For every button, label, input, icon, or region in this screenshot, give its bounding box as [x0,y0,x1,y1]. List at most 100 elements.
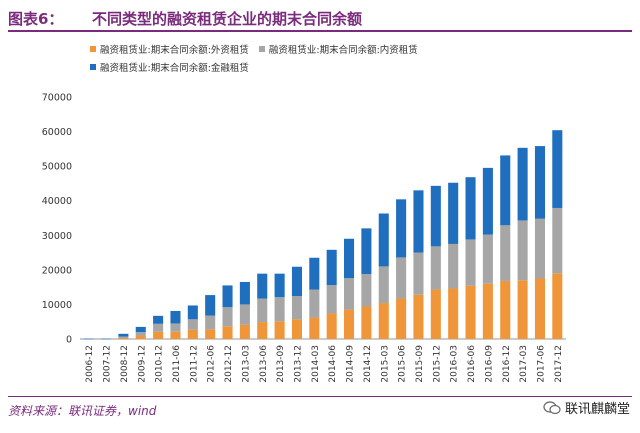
bar-segment-domestic [500,225,511,281]
bar-segment-domestic [187,319,198,330]
x-tick-label: 2015-09 [415,345,425,383]
chart-legend: 融资租赁业:期末合同余额:外资租赁 融资租赁业:期末合同余额:内资租赁 融资租赁… [90,40,428,76]
bar-segment-financial [326,249,337,286]
bar-segment-financial [500,155,511,226]
bar-segment-foreign [222,326,233,339]
bar-segment-domestic [205,315,216,330]
bar-segment-foreign [153,331,164,339]
bar-segment-foreign [413,294,424,339]
bar-segment-domestic [396,257,407,299]
x-tick-label: 2015-03 [380,345,390,383]
bar-segment-foreign [309,317,320,339]
bar-segment-financial [118,333,129,337]
bar-segment-financial [83,338,94,340]
bar-segment-financial [465,177,476,240]
x-tick-label: 2016-12 [502,345,512,383]
bar-segment-financial [413,190,424,253]
x-tick-label: 2010-12 [155,345,165,383]
x-tick-label: 2011-06 [172,345,182,383]
bar-segment-foreign [534,278,545,339]
x-tick-label: 2014-12 [363,345,373,383]
bar-segment-financial [309,257,320,290]
bar-segment-foreign [205,329,216,339]
bar-segment-domestic [430,246,441,290]
bar-segment-financial [552,130,563,208]
bar-segment-financial [239,281,250,305]
y-tick-label: 60000 [42,127,72,138]
x-tick-label: 2008-12 [120,345,130,383]
bar-segment-domestic [326,285,337,314]
watermark: 联讯麒麟堂 [543,398,630,417]
x-tick-label: 2013-12 [293,345,303,383]
bar-segment-foreign [344,309,355,339]
top-divider [8,30,632,32]
bar-segment-domestic [413,252,424,295]
legend-item-foreign: 融资租赁业:期末合同余额:外资租赁 [90,42,249,56]
y-tick-label: 30000 [42,231,72,242]
bar-segment-financial [534,146,545,219]
bar-segment-financial [101,338,112,340]
x-tick-label: 2017-03 [519,345,529,383]
bar-segment-foreign [326,313,337,339]
x-tick-label: 2017-06 [536,345,546,383]
bar-segment-financial [135,326,146,333]
source-note: 资料来源：联讯证券，wind [8,404,157,418]
bar-segment-financial [517,147,528,221]
bar-segment-foreign [170,331,181,339]
x-tick-label: 2006-12 [85,345,95,383]
wechat-icon [543,400,561,414]
bar-segment-domestic [239,304,250,325]
bar-segment-foreign [118,337,129,339]
figure-header: 图表6： 不同类型的融资租赁企业的期末合同余额 [8,6,632,32]
bar-segment-financial [430,185,441,247]
x-tick-label: 2017-12 [554,345,564,383]
y-tick-label: 50000 [42,162,72,173]
x-tick-label: 2014-03 [311,345,321,383]
bar-segment-financial [361,228,372,275]
bar-segment-domestic [309,289,320,318]
x-tick-label: 2014-06 [328,345,338,383]
legend-label-foreign: 融资租赁业:期末合同余额:外资租赁 [100,45,249,56]
bar-segment-financial [378,213,389,267]
y-tick-label: 70000 [42,93,72,104]
legend-swatch-foreign [90,46,96,52]
bar-segment-domestic [170,323,181,332]
bar-segment-foreign [361,306,372,339]
bar-segment-financial [222,285,233,308]
legend-label-financial: 融资租赁业:期末合同余额:金融租赁 [100,63,249,74]
x-tick-label: 2015-06 [398,345,408,383]
watermark-text: 联讯麒麟堂 [564,402,630,417]
bar-segment-financial [205,295,216,316]
x-tick-label: 2007-12 [103,345,113,383]
x-tick-label: 2013-03 [241,345,251,383]
x-tick-label: 2014-09 [346,345,356,383]
legend-swatch-domestic [258,46,265,52]
bar-segment-domestic [378,266,389,304]
bar-segment-foreign [274,321,285,339]
x-tick-label: 2016-03 [450,345,460,383]
legend-swatch-financial [90,64,96,70]
bar-segment-foreign [239,324,250,339]
y-tick-label: 20000 [42,265,72,276]
bar-segment-foreign [500,280,511,339]
x-tick-label: 2016-06 [467,345,477,383]
bar-segment-financial [344,238,355,279]
bar-segment-financial [291,266,302,297]
x-tick-label: 2015-12 [432,345,442,383]
bar-segment-domestic [344,278,355,310]
bar-segment-foreign [187,329,198,339]
bar-segment-financial [448,182,459,244]
bar-segment-domestic [257,298,268,323]
bar-segment-foreign [135,335,146,339]
bar-segment-domestic [517,220,528,281]
bar-segment-foreign [430,289,441,339]
bar-segment-foreign [465,285,476,339]
bar-segment-financial [482,167,493,235]
bar-segment-domestic [448,243,459,289]
bar-segment-domestic [465,239,476,286]
bottom-divider [8,396,632,397]
bar-segment-foreign [517,280,528,339]
bar-segment-financial [396,199,407,258]
x-tick-label: 2012-06 [207,345,217,383]
legend-item-domestic: 融资租赁业:期末合同余额:内资租赁 [258,42,418,56]
